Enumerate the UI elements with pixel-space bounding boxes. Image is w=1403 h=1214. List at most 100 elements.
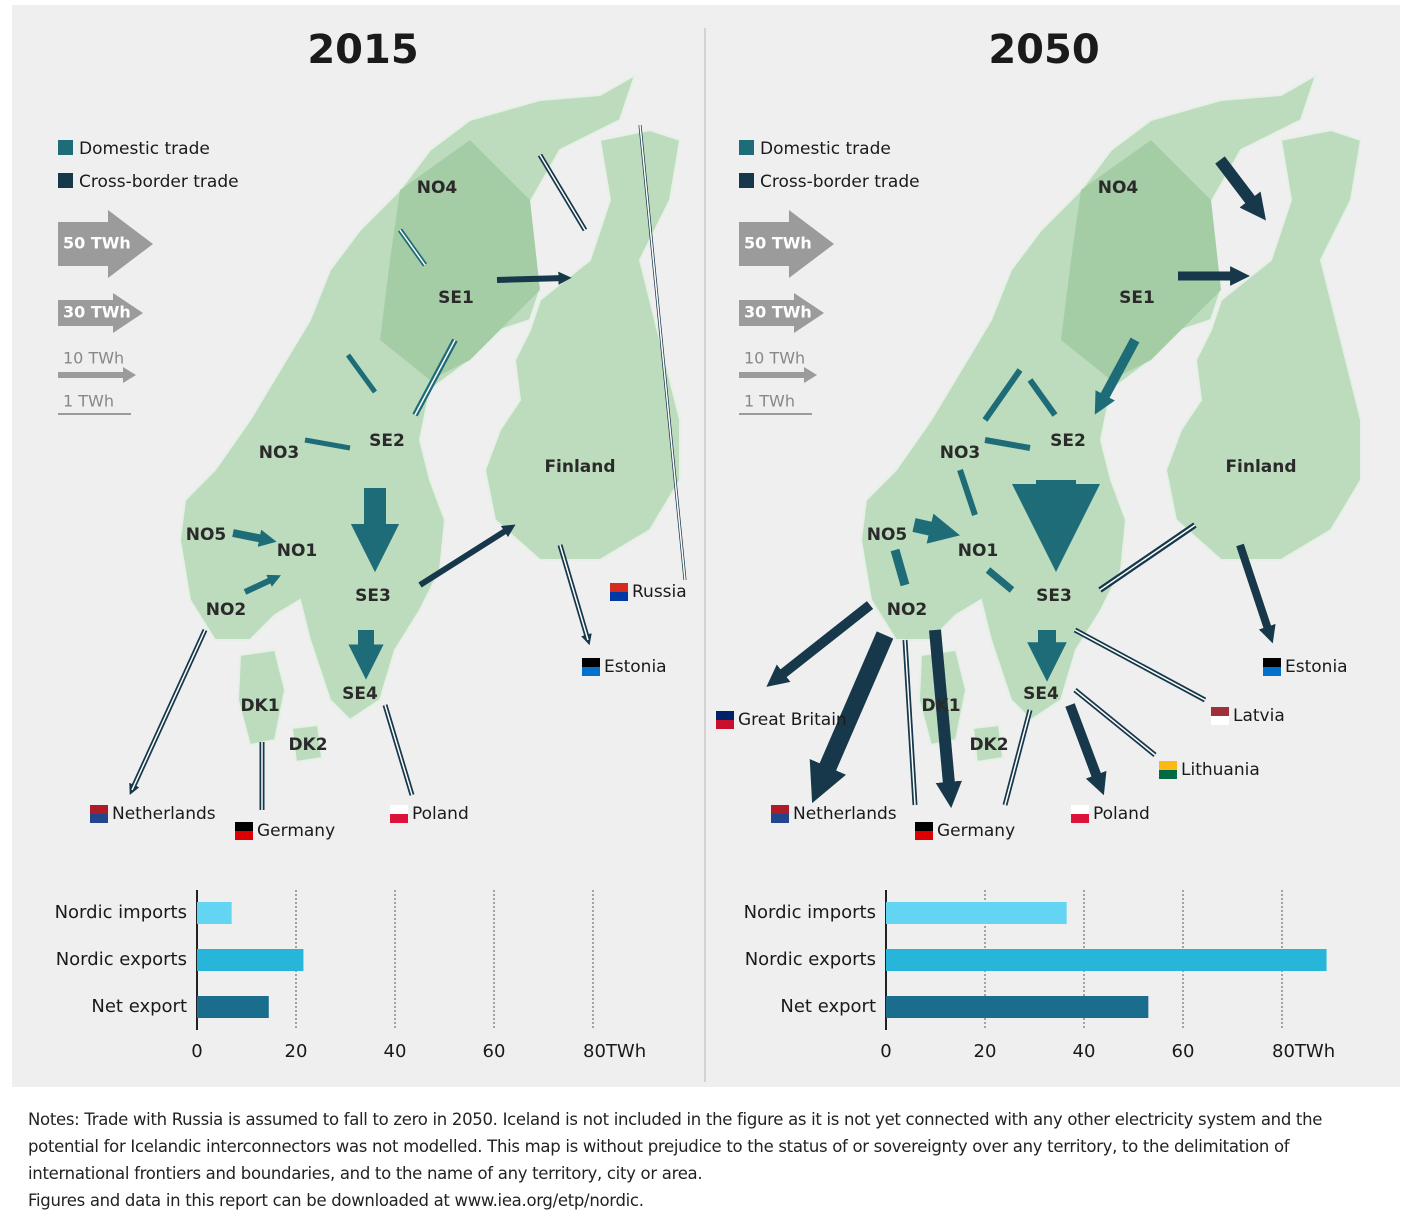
x-tick-label: 80TWh: [583, 1041, 646, 1062]
scale-label: 30 TWh: [63, 303, 131, 322]
region-label: NO3: [940, 443, 981, 463]
flag: [771, 805, 789, 814]
scale-arrow: [739, 210, 834, 278]
flag: [1263, 667, 1281, 676]
legend-swatch: [739, 173, 754, 188]
region-label: SE4: [342, 684, 378, 704]
x-tick-label: 0: [191, 1041, 202, 1062]
figure: 2015 Domestic trade Cross-border trade 50 T…: [12, 5, 1400, 1087]
region-label: SE3: [355, 586, 391, 606]
scale-arrow: [739, 367, 817, 383]
region-label: DK1: [240, 696, 279, 716]
arrows-2015: [129, 124, 687, 810]
flag: [771, 814, 789, 823]
country-label: Estonia: [604, 657, 667, 677]
bar: [886, 996, 1149, 1018]
region-label: SE2: [1050, 431, 1086, 451]
region-label: Finland: [1225, 457, 1296, 477]
region-label: NO4: [417, 178, 458, 198]
flag: [90, 814, 108, 823]
region-label: NO3: [259, 443, 300, 463]
flag: [1071, 814, 1089, 823]
x-tick-label: 80TWh: [1272, 1041, 1335, 1062]
flag: [915, 822, 933, 831]
region-label: NO5: [186, 525, 227, 545]
country-label: Poland: [412, 804, 469, 824]
legend-label: Cross-border trade: [760, 172, 920, 192]
region-label: SE3: [1036, 586, 1072, 606]
region-label: DK2: [288, 735, 327, 755]
x-tick-label: 60: [1172, 1041, 1195, 1062]
country-label: Netherlands: [112, 804, 216, 824]
flag: [90, 805, 108, 814]
x-tick-label: 20: [974, 1041, 997, 1062]
x-tick-label: 40: [384, 1041, 407, 1062]
flag: [1159, 761, 1177, 770]
legend-label: Cross-border trade: [79, 172, 239, 192]
country-label: Poland: [1093, 804, 1150, 824]
flag: [716, 711, 734, 720]
source-text: Figures and data in this report can be d…: [28, 1191, 644, 1210]
category-label: Net export: [780, 996, 876, 1017]
region-label: NO5: [867, 525, 908, 545]
scale-arrow: [58, 293, 143, 333]
category-label: Net export: [91, 996, 187, 1017]
bar: [197, 902, 232, 924]
region-label: SE1: [438, 288, 474, 308]
flag: [1211, 707, 1229, 716]
flag: [582, 667, 600, 676]
region-label: NO1: [958, 541, 999, 561]
x-tick-label: 0: [880, 1041, 891, 1062]
flag: [1211, 716, 1229, 725]
year-title: 2050: [988, 27, 1099, 73]
flag: [235, 822, 253, 831]
x-tick-label: 60: [483, 1041, 506, 1062]
flag: [582, 658, 600, 667]
country-label: Lithuania: [1181, 760, 1260, 780]
scale-arrow: [58, 210, 153, 278]
country-label: Netherlands: [793, 804, 897, 824]
country-label: Latvia: [1233, 706, 1285, 726]
labels: 2015 Domestic trade Cross-border trade 50 T…: [58, 27, 1348, 841]
region-label: SE4: [1023, 684, 1059, 704]
scale-label: 50 TWh: [744, 234, 812, 253]
scale-label: 10 TWh: [63, 349, 124, 368]
category-label: Nordic imports: [744, 902, 876, 923]
flag: [1263, 658, 1281, 667]
region-label: SE1: [1119, 288, 1155, 308]
charts: 0 20 40 60 80TWh Nordic imports Nordic exports…: [55, 890, 1335, 1062]
flag: [610, 583, 628, 592]
region-label: NO2: [887, 600, 928, 620]
legend-swatch: [58, 140, 73, 155]
bar: [197, 949, 304, 971]
region-label: DK2: [969, 735, 1008, 755]
region-label: DK1: [921, 696, 960, 716]
scale-label: 1 TWh: [63, 392, 114, 411]
flag: [915, 831, 933, 840]
country-label: Great Britain: [738, 710, 847, 730]
region-label: NO2: [206, 600, 247, 620]
legend-label: Domestic trade: [79, 139, 210, 159]
x-tick-label: 40: [1073, 1041, 1096, 1062]
country-label: Russia: [632, 582, 687, 602]
year-title: 2015: [307, 27, 418, 73]
category-label: Nordic exports: [745, 949, 876, 970]
legend-swatch: [739, 140, 754, 155]
region-label: SE2: [369, 431, 405, 451]
category-label: Nordic exports: [56, 949, 187, 970]
region-label: Finland: [544, 457, 615, 477]
flag: [610, 592, 628, 601]
country-label: Estonia: [1285, 657, 1348, 677]
flag: [390, 805, 408, 814]
country-label: Germany: [257, 821, 335, 841]
category-label: Nordic imports: [55, 902, 187, 923]
flag: [1159, 770, 1177, 779]
flag: [235, 831, 253, 840]
legend-label: Domestic trade: [760, 139, 891, 159]
arrows-2050: [766, 156, 1276, 809]
bar: [886, 902, 1067, 924]
region-label: NO1: [277, 541, 318, 561]
flag: [1071, 805, 1089, 814]
bar: [197, 996, 269, 1018]
